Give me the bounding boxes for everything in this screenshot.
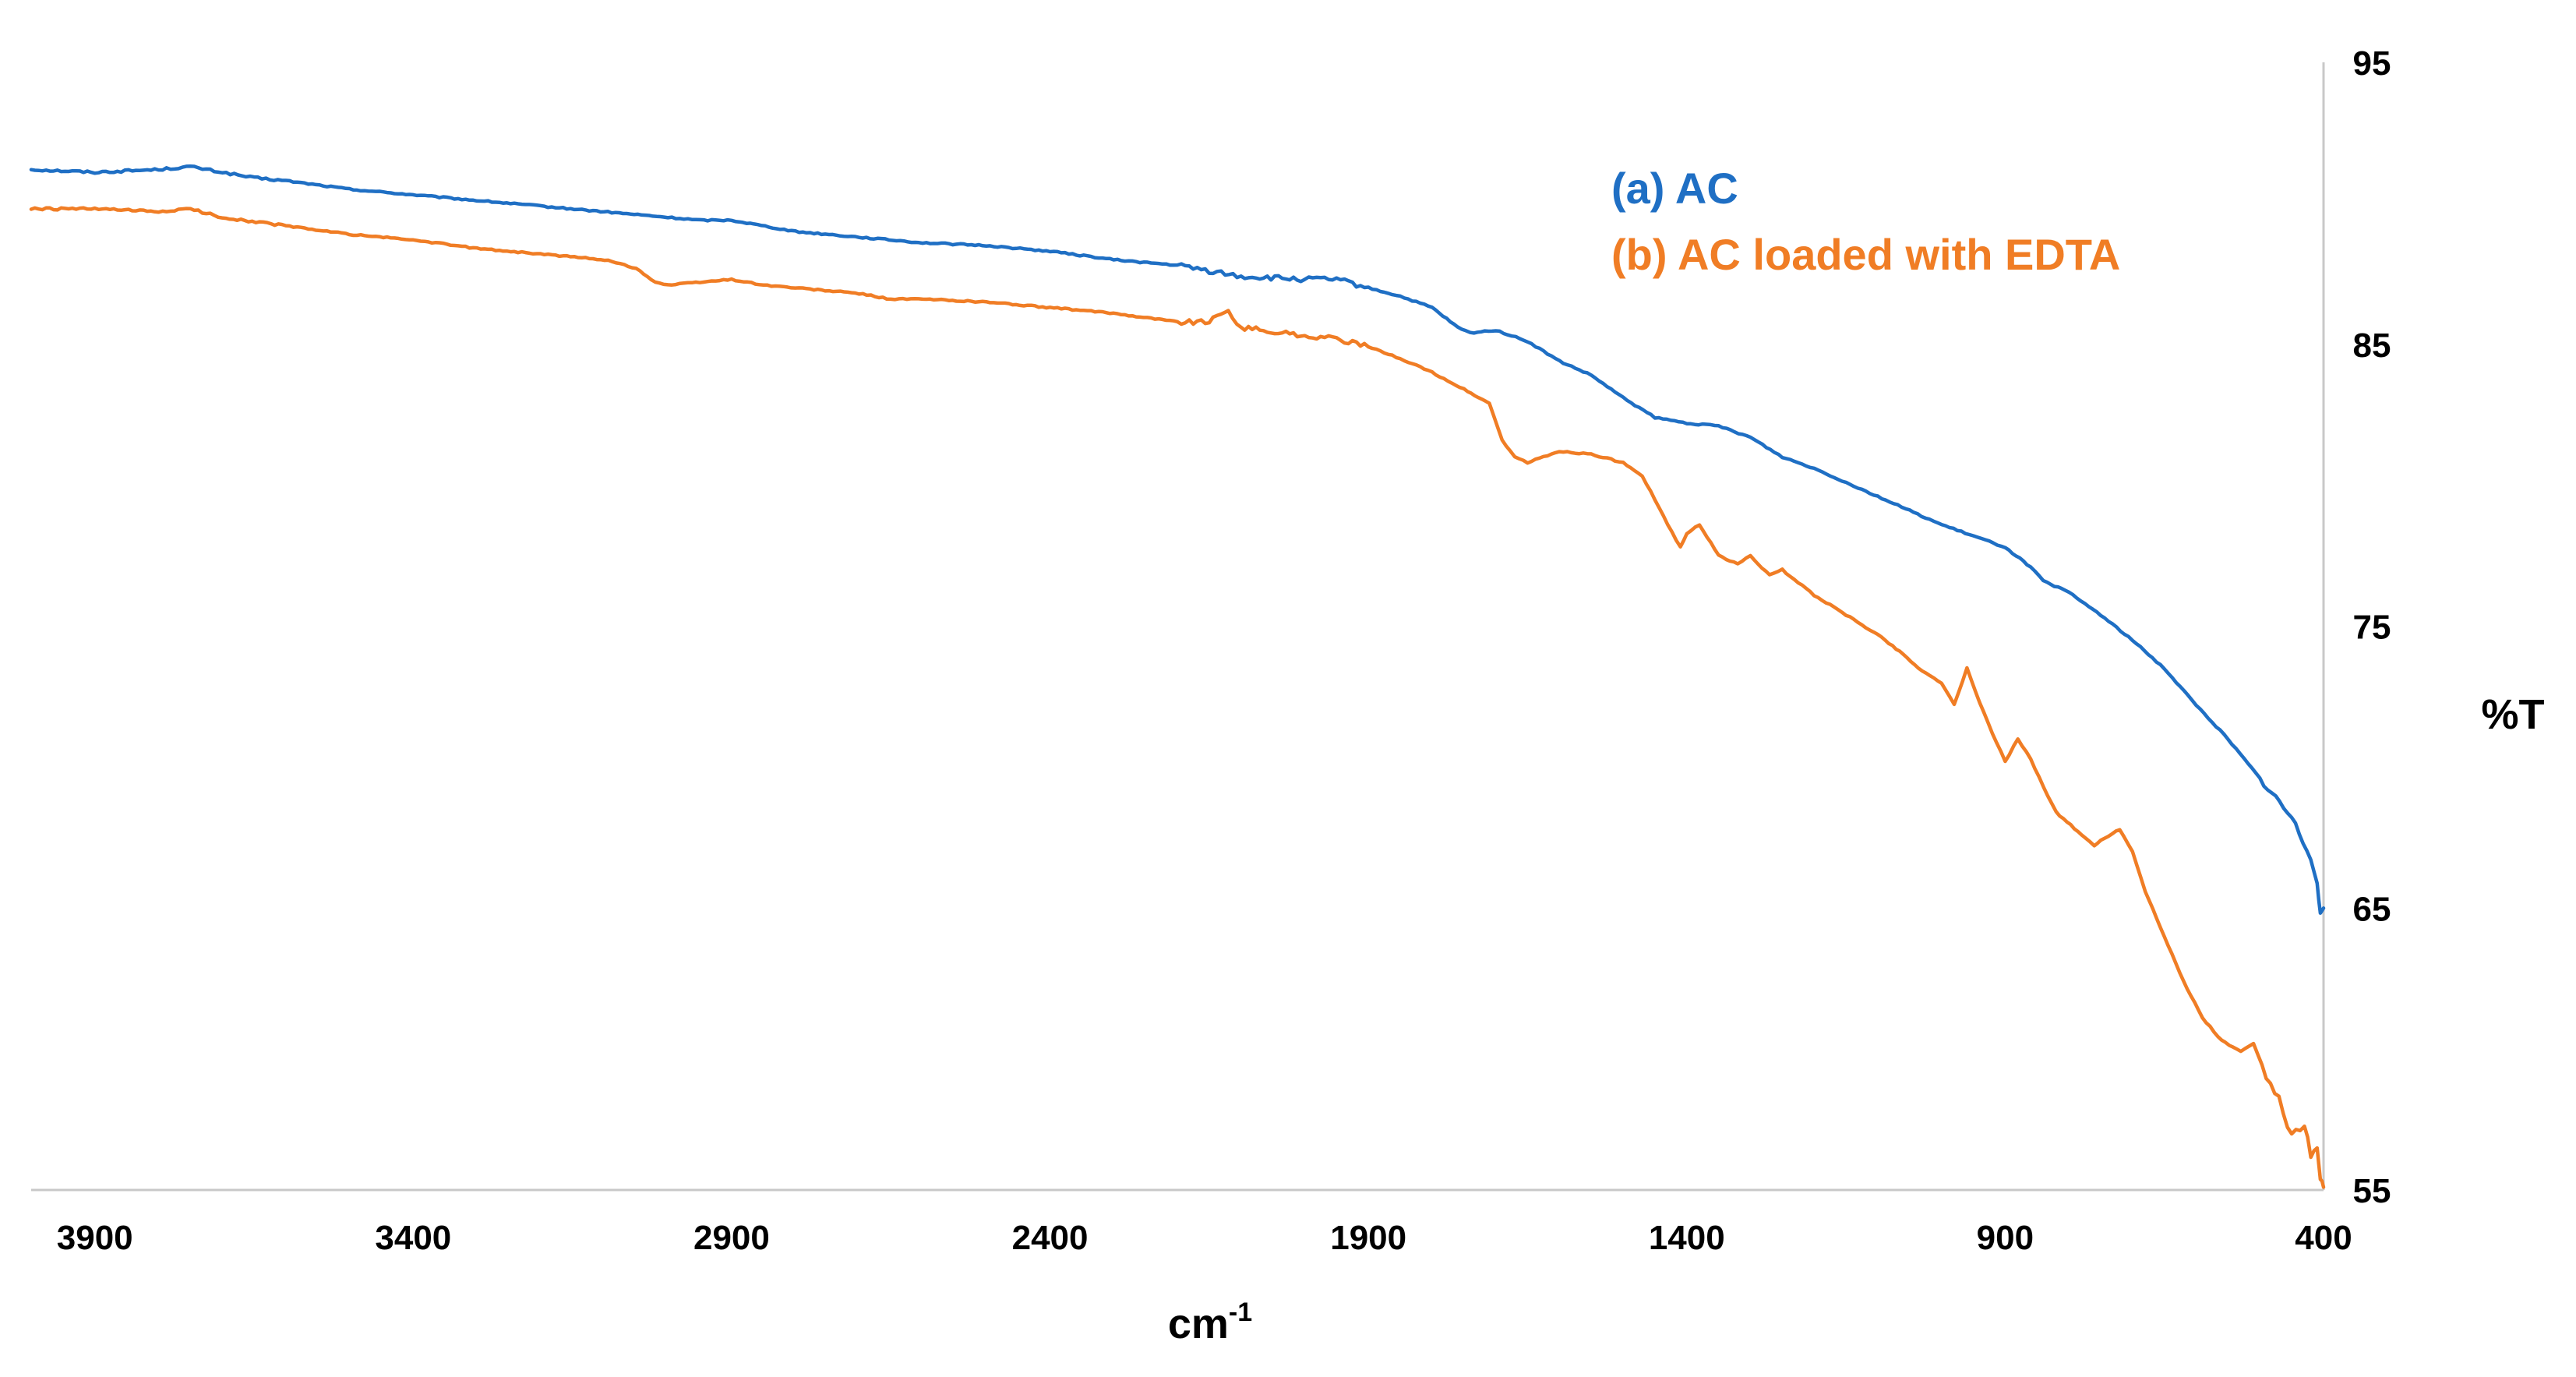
y-axis-title: %T [2482, 691, 2545, 738]
x-axis-title-base: cm [1168, 1301, 1229, 1347]
x-tick-label: 3900 [57, 1219, 133, 1257]
x-tick-label: 2400 [1012, 1219, 1089, 1257]
x-axis-title-superscript: -1 [1229, 1298, 1252, 1327]
axes [31, 62, 2325, 1192]
series-group [29, 164, 2326, 1189]
y-tick-label: 85 [2353, 327, 2391, 365]
x-tick-label: 900 [1977, 1219, 2034, 1257]
legend-entry-ac: (a) AC [1611, 164, 1738, 213]
y-tick-label: 95 [2353, 44, 2391, 83]
legend-entry-ac-edta: (b) AC loaded with EDTA [1611, 230, 2120, 279]
y-tick-label: 65 [2353, 890, 2391, 928]
y-tick-labels: 95 85 75 65 55 [2353, 44, 2391, 1210]
x-tick-label: 1400 [1649, 1219, 1725, 1257]
x-tick-labels: 3900 3400 2900 2400 1900 1400 900 400 [57, 1219, 2352, 1257]
legend: (a) AC (b) AC loaded with EDTA [1611, 164, 2120, 279]
x-tick-label: 1900 [1330, 1219, 1406, 1257]
x-tick-label: 400 [2295, 1219, 2352, 1257]
y-tick-label: 75 [2353, 609, 2391, 647]
x-tick-label: 2900 [693, 1219, 770, 1257]
y-tick-label: 55 [2353, 1172, 2391, 1210]
series-line-ac-edta [29, 206, 2326, 1189]
x-axis-title: cm-1 [1168, 1298, 1252, 1347]
series-line-ac [29, 164, 2326, 915]
x-tick-label: 3400 [375, 1219, 451, 1257]
